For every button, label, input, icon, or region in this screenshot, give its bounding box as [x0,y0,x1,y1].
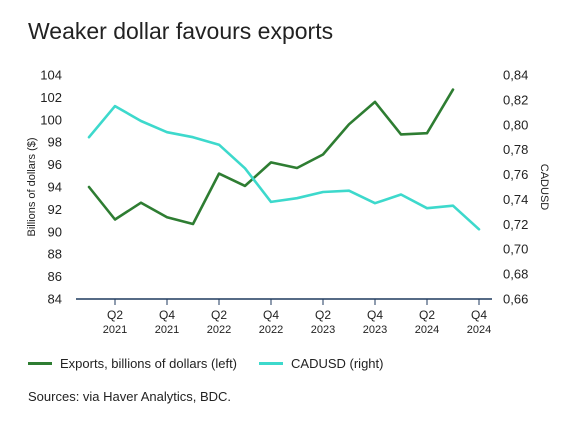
y-left-tick-label: 104 [40,68,62,83]
y-right-tick-label: 0,66 [503,292,528,307]
y-left-tick-label: 88 [48,247,62,262]
y-axis-left-title: Billions of dollars ($) [26,137,38,236]
series-lines [87,88,481,231]
x-tick-label-year: 2023 [363,324,387,336]
y-axis-right-title: CADUSD [538,164,550,211]
y-right-tick-label: 0,84 [503,68,528,83]
x-tick-label-quarter: Q4 [367,308,383,322]
x-axis-ticks: Q2 2021 Q4 2021 Q2 2022 Q4 2022 Q2 2023 Q4 2023 Q2 20… [103,299,491,336]
legend-label-cadusd: CADUSD (right) [291,356,384,371]
chart-title: Weaker dollar favours exports [28,18,334,44]
x-tick-label-quarter: Q2 [315,308,331,322]
sources-note: Sources: via Haver Analytics, BDC. [28,389,232,404]
y-right-tick-label: 0,80 [503,117,528,132]
x-tick-label-year: 2022 [207,324,231,336]
series-line-cadusd [87,104,481,231]
y-left-tick-label: 102 [40,90,62,105]
x-tick-label-quarter: Q4 [159,308,175,322]
y-left-tick-label: 96 [48,157,62,172]
x-tick-label-quarter: Q4 [471,308,487,322]
legend-swatch-cadusd [259,362,284,365]
y-right-tick-label: 0,72 [503,217,528,232]
y-left-tick-label: 92 [48,202,62,217]
y-left-tick-label: 84 [48,292,62,307]
y-left-tick-label: 98 [48,135,62,150]
x-tick-label-quarter: Q4 [263,308,279,322]
x-tick-label-quarter: Q2 [211,308,227,322]
legend: Exports, billions of dollars (left) CADU… [28,356,405,371]
x-tick-label-year: 2021 [103,324,127,336]
y-left-tick-label: 86 [48,269,62,284]
series-line-exports [87,88,455,226]
y-right-tick-label: 0,70 [503,242,528,257]
y-right-tick-label: 0,74 [503,192,528,207]
x-tick-label-quarter: Q2 [107,308,123,322]
y-left-tick-label: 100 [40,112,62,127]
legend-item-exports: Exports, billions of dollars (left) [28,356,237,371]
x-tick-label-year: 2023 [311,324,335,336]
y-left-tick-label: 90 [48,224,62,239]
x-tick-label-year: 2024 [467,324,491,336]
x-tick-label-year: 2024 [415,324,439,336]
y-axis-right-ticks: 0,66 0,68 0,70 0,72 0,74 0,76 0,78 0,80 0,82 0,84 [503,68,528,307]
y-right-tick-label: 0,78 [503,142,528,157]
legend-label-exports: Exports, billions of dollars (left) [60,356,238,371]
legend-item-cadusd: CADUSD (right) [259,356,383,371]
x-tick-label-year: 2022 [259,324,283,336]
x-tick-label-year: 2021 [155,324,179,336]
x-tick-label-quarter: Q2 [419,308,435,322]
y-right-tick-label: 0,68 [503,267,528,282]
y-left-tick-label: 94 [48,180,62,195]
y-right-tick-label: 0,82 [503,92,528,107]
y-right-tick-label: 0,76 [503,167,528,182]
y-axis-left-ticks: 84 86 88 90 92 94 96 98 100 102 104 [40,68,62,307]
legend-swatch-exports [28,362,52,365]
